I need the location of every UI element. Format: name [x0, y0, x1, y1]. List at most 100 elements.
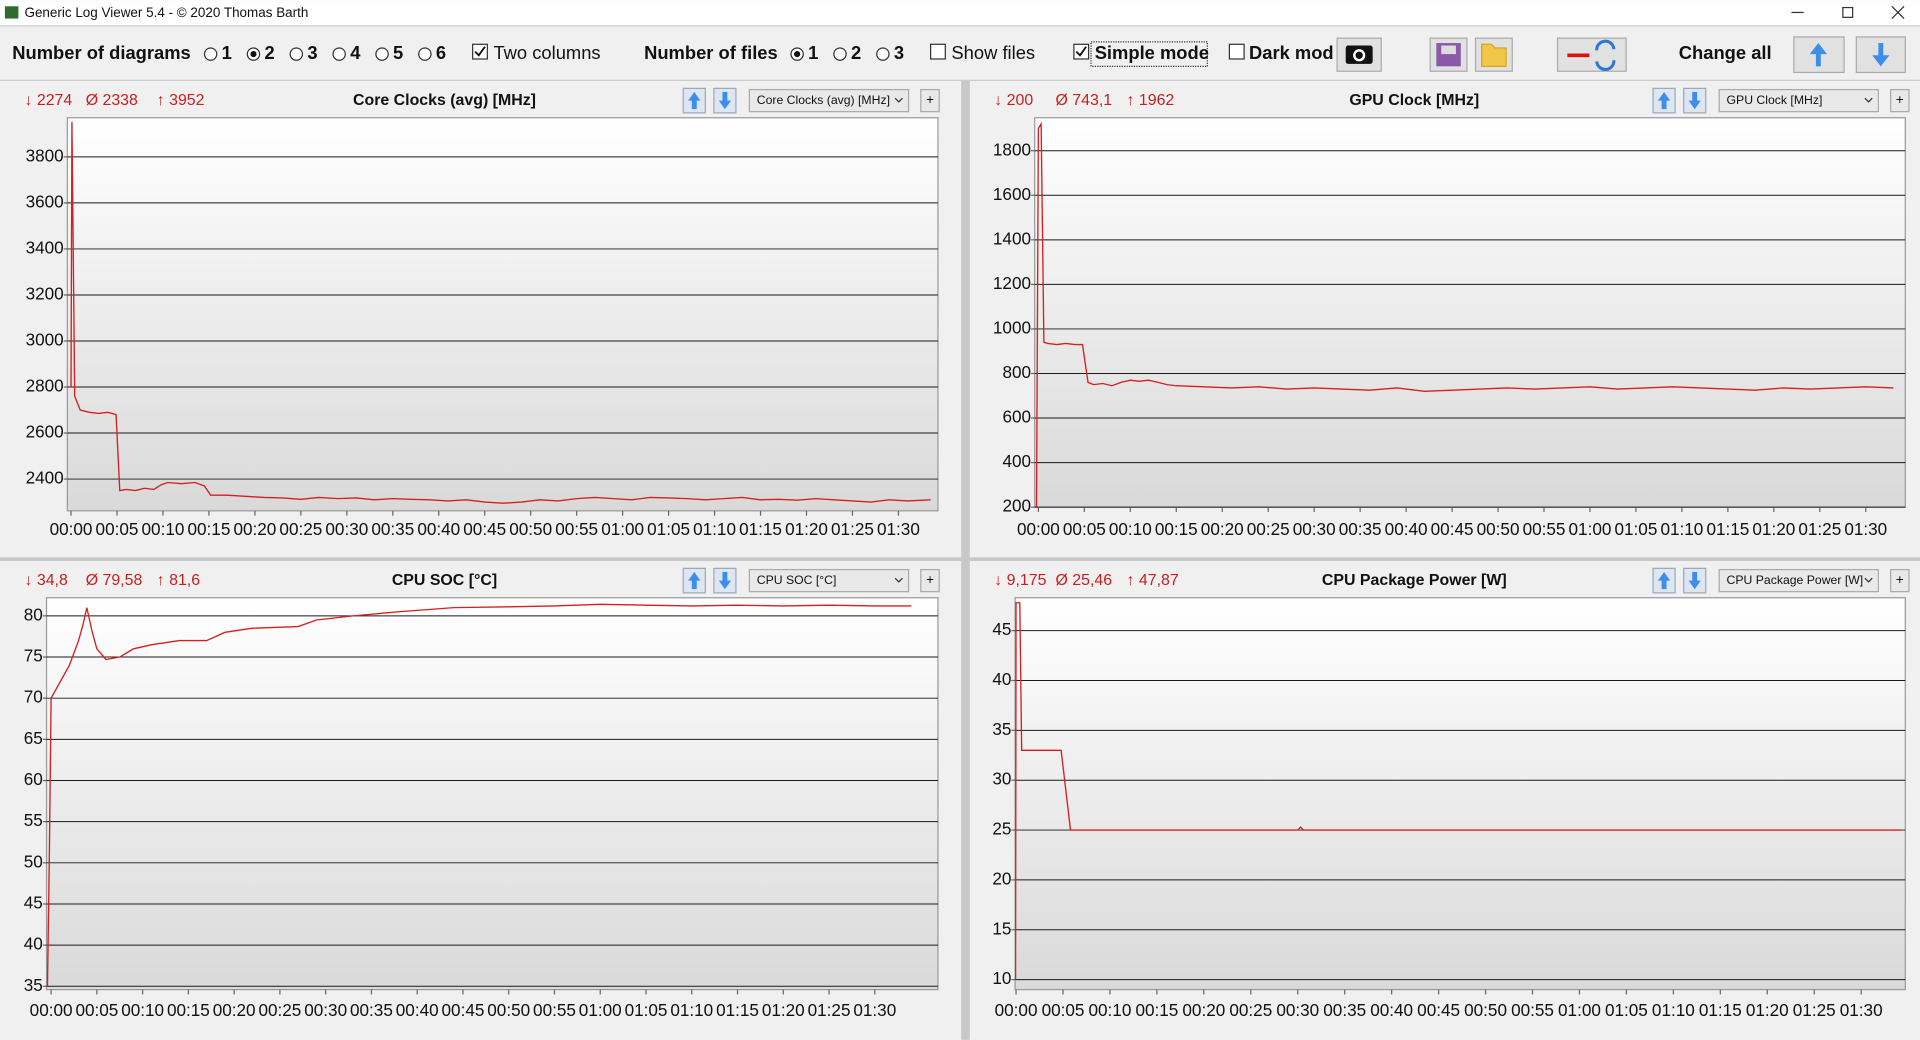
x-tick-label: 00:00 — [30, 1000, 73, 1020]
radio[interactable] — [833, 47, 847, 61]
radio[interactable] — [418, 47, 432, 61]
down-arrow — [1872, 43, 1890, 67]
x-tick-label: 01:25 — [1793, 1000, 1836, 1020]
add-button-label[interactable]: + — [926, 92, 934, 107]
add-button[interactable] — [920, 568, 940, 593]
stat: ↓ 200 — [994, 92, 1033, 109]
data-line — [70, 121, 931, 504]
radio-label[interactable]: 6 — [436, 42, 446, 63]
y-tick-label: 800 — [1002, 362, 1031, 382]
folder-icon — [1481, 43, 1507, 67]
x-tick-label: 01:15 — [739, 519, 782, 539]
x-tick-label: 00:40 — [417, 519, 460, 539]
y-tick-label: 40 — [992, 669, 1011, 689]
stat: Ø 2338 — [86, 92, 138, 109]
radio[interactable] — [375, 47, 389, 61]
plot-area — [1034, 117, 1906, 508]
radio[interactable] — [332, 47, 346, 61]
radio-label[interactable]: 4 — [350, 42, 361, 63]
x-tick-label: 00:50 — [509, 519, 552, 539]
channel-dropdown[interactable] — [748, 568, 910, 593]
checkbox[interactable] — [1228, 43, 1245, 60]
x-tick-label: 00:25 — [258, 1000, 301, 1020]
arrow-icon — [1657, 92, 1671, 110]
data-line — [46, 603, 912, 987]
y-tick-label: 60 — [24, 769, 43, 789]
app-icon — [4, 6, 19, 19]
x-tick-label: 00:05 — [96, 519, 139, 539]
x-tick-label: 00:20 — [1182, 1000, 1225, 1020]
x-tick-label: 00:20 — [213, 1000, 256, 1020]
x-tick-label: 00:40 — [1385, 519, 1428, 539]
stat: Ø 79,58 — [86, 572, 143, 589]
x-tick-label: 00:15 — [167, 1000, 210, 1020]
add-button-label[interactable]: + — [1896, 572, 1904, 587]
channel-dropdown[interactable] — [748, 88, 910, 113]
x-tick-label: 01:20 — [762, 1000, 805, 1020]
y-tick-label: 200 — [1002, 496, 1031, 516]
y-tick-label: 3600 — [26, 191, 64, 211]
channel-dropdown[interactable] — [1718, 88, 1879, 113]
radio-label[interactable]: 1 — [808, 42, 818, 63]
x-tick-label: 00:05 — [1063, 519, 1106, 539]
dark-mode-label[interactable]: Dark mod — [1249, 42, 1334, 63]
chart-title: Core Clocks (avg) [MHz] — [353, 92, 536, 109]
channel-dropdown[interactable] — [1718, 568, 1879, 593]
y-tick-label: 1600 — [993, 184, 1031, 204]
radio-label[interactable]: 3 — [894, 42, 904, 63]
add-button[interactable] — [1890, 88, 1910, 113]
two-columns-label[interactable]: Two columns — [493, 42, 600, 63]
arrow-icon — [1657, 572, 1671, 590]
checkbox[interactable] — [1073, 43, 1090, 60]
check — [474, 46, 486, 57]
focus-rect — [1090, 41, 1208, 67]
dropdown-value[interactable]: CPU SOC [°C] — [757, 573, 837, 587]
x-tick-label: 00:55 — [555, 519, 598, 539]
add-button-label[interactable]: + — [1896, 92, 1904, 107]
checkbox[interactable] — [472, 43, 488, 60]
y-tick-label: 3800 — [26, 145, 64, 165]
x-tick-label: 00:30 — [1276, 1000, 1319, 1020]
camera-lens-inner — [1355, 51, 1363, 59]
x-tick-label: 01:30 — [1844, 519, 1887, 539]
add-button[interactable] — [920, 88, 940, 113]
add-button[interactable] — [1890, 568, 1910, 593]
checkbox[interactable] — [930, 43, 946, 60]
check — [1075, 46, 1087, 57]
stat: ↑ 47,87 — [1127, 572, 1179, 589]
x-tick-label: 00:30 — [325, 519, 368, 539]
show-files-label[interactable]: Show files — [951, 42, 1035, 63]
x-tick-label: 00:50 — [1464, 1000, 1507, 1020]
plot-area — [45, 597, 939, 991]
radio[interactable] — [289, 47, 304, 61]
x-tick-label: 00:00 — [995, 1000, 1038, 1020]
x-tick-label: 01:10 — [1652, 1000, 1695, 1020]
x-tick-label: 00:25 — [1229, 1000, 1272, 1020]
dropdown-value[interactable]: GPU Clock [MHz] — [1727, 93, 1823, 107]
x-tick-label: 01:30 — [877, 519, 920, 539]
y-tick-label: 3200 — [26, 283, 64, 303]
radio-label[interactable]: 1 — [222, 42, 232, 63]
x-tick-label: 00:15 — [187, 519, 230, 539]
add-button-label[interactable]: + — [926, 572, 934, 587]
y-tick-label: 10 — [992, 968, 1011, 988]
stat: ↑ 1962 — [1127, 92, 1175, 109]
stat: ↑ 3952 — [157, 92, 205, 109]
dropdown-value[interactable]: Core Clocks (avg) [MHz] — [757, 93, 890, 107]
stat: ↓ 9,175 — [994, 572, 1046, 589]
arrow-icon — [688, 92, 701, 110]
radio-label[interactable]: 2 — [264, 42, 274, 63]
y-tick-label: 35 — [992, 719, 1011, 739]
x-tick-label: 00:40 — [396, 1000, 439, 1020]
radio-label[interactable]: 2 — [851, 42, 861, 63]
radio[interactable] — [203, 47, 218, 61]
radio[interactable] — [876, 47, 890, 61]
dropdown-value[interactable]: CPU Package Power [W] — [1727, 573, 1864, 587]
restore-button[interactable] — [1842, 6, 1854, 18]
simple-mode-label[interactable]: Simple mode — [1095, 42, 1209, 63]
y-tick-label: 25 — [992, 819, 1011, 839]
close-button[interactable] — [1891, 5, 1905, 20]
radio-label[interactable]: 3 — [307, 42, 317, 63]
radio-label[interactable]: 5 — [393, 42, 403, 63]
